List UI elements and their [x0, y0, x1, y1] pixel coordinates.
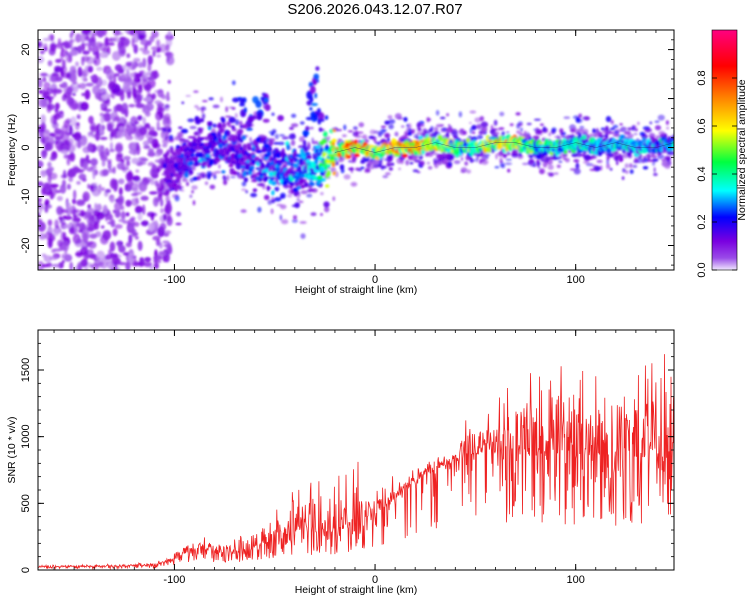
colorbar-tick-label: 0.6 [696, 118, 708, 133]
colorbar: 0.0 0.2 0.4 0.6 0.8 Normalized spectral ampl… [696, 29, 748, 278]
spectrogram-ylabel: Frequency (Hz) [6, 114, 18, 186]
snr-ytick-label: 1000 [20, 424, 32, 448]
spectrogram-xtick-label: 100 [567, 274, 585, 286]
colorbar-ticks: 0.0 0.2 0.4 0.6 0.8 [696, 70, 737, 278]
snr-ytick-label: 1500 [20, 358, 32, 382]
snr-ytick-label: 500 [20, 494, 32, 512]
ridge-outline [334, 142, 674, 153]
spectrogram-xlabel: Height of straight line (km) [295, 284, 418, 296]
spectrogram-ytick-label: 10 [20, 92, 32, 104]
spectrogram-ytick-label: -20 [20, 238, 32, 254]
spectrogram-xtick-label: -100 [163, 274, 185, 286]
spectrogram-frame [37, 29, 675, 271]
colorbar-tick-label: 0.8 [696, 70, 708, 85]
spectrogram-xtick-label: 0 [372, 274, 378, 286]
colorbar-label: Normalized spectral amplitude [736, 79, 748, 220]
colorbar-gradient [711, 29, 738, 271]
spectrogram-ytick-label: -10 [20, 189, 32, 205]
snr-xlabel: Height of straight line (km) [295, 584, 418, 596]
spectrogram-ytick-label: 0 [20, 144, 32, 150]
spectrogram-ytick-label: 20 [20, 43, 32, 55]
colorbar-tick-label: 0.4 [696, 166, 708, 181]
snr-xtick-label: -100 [163, 574, 185, 586]
colorbar-tick-label: 0.2 [696, 214, 708, 229]
snr-xtick-label: 0 [372, 574, 378, 586]
snr-xtick-label: 100 [567, 574, 585, 586]
snr-ylabel: SNR (10 * v/v) [6, 416, 18, 483]
page-title: S206.2026.043.12.07.R07 [287, 1, 463, 18]
heatmap-blobs [38, 30, 674, 270]
snr-ytick-label: 0 [20, 567, 32, 573]
snr-line [38, 354, 674, 570]
colorbar-tick-label: 0.0 [696, 262, 708, 277]
spectrogram-heatmap [38, 30, 674, 270]
